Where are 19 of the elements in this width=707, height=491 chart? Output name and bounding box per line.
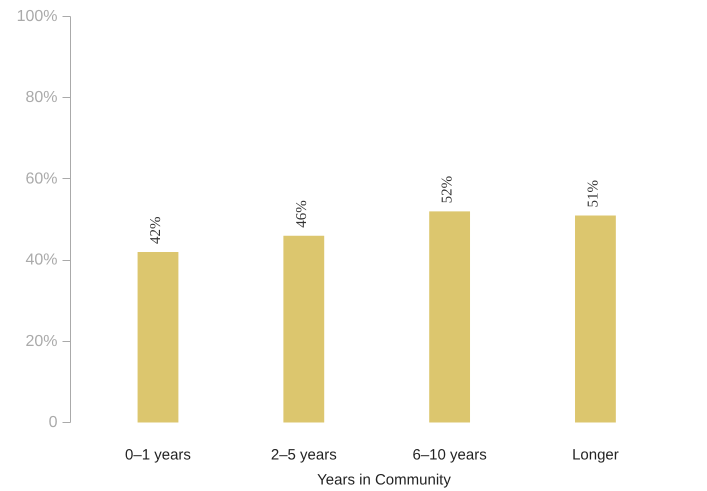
- data-label: 52%: [440, 176, 456, 204]
- x-axis-title: Years in Community: [317, 472, 452, 488]
- x-tick-label: 0–1 years: [125, 446, 191, 464]
- y-tick-label: 20%: [25, 332, 58, 350]
- data-label: 51%: [585, 180, 602, 208]
- y-tick-label: 80%: [25, 89, 58, 106]
- bar: [575, 215, 616, 422]
- x-tick-label: 6–10 years: [412, 446, 487, 464]
- y-tick-label: 100%: [16, 8, 58, 25]
- y-tick-label: 60%: [25, 170, 58, 188]
- x-tick-label: 2–5 years: [270, 446, 337, 464]
- y-tick-label: 0: [48, 414, 58, 431]
- bar: [429, 211, 470, 422]
- data-label: 42%: [148, 216, 164, 244]
- bar: [283, 236, 324, 422]
- y-tick-label: 40%: [25, 252, 58, 269]
- bar: [138, 252, 178, 422]
- data-label: 46%: [294, 200, 310, 228]
- x-tick-label: Longer: [572, 446, 619, 464]
